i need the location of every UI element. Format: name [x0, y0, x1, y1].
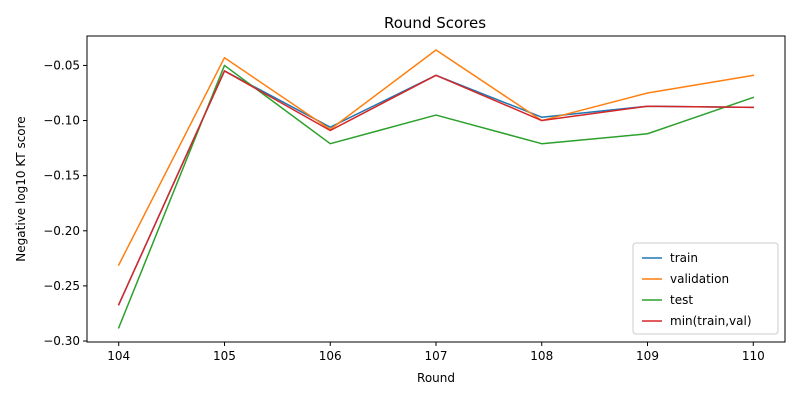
- x-tick-label: 105: [213, 349, 236, 363]
- y-tick-label: −0.05: [43, 58, 80, 72]
- plot-area: [117, 49, 755, 329]
- legend: train validation test min(train,val): [632, 242, 779, 335]
- y-tick-label: −0.10: [43, 114, 80, 128]
- legend-label: train: [670, 251, 698, 265]
- x-tick-label: 108: [530, 349, 553, 363]
- legend-box: [632, 242, 779, 335]
- x-tick-label: 104: [107, 349, 130, 363]
- y-axis-title: Negative log10 KT score: [14, 116, 28, 261]
- y-tick-label: −0.25: [43, 279, 80, 293]
- series-line-min-train-val: [117, 70, 755, 306]
- x-axis: 104 105 106 107 108 109 110: [107, 342, 765, 363]
- y-tick-label: −0.30: [43, 334, 80, 348]
- chart-title: Round Scores: [384, 14, 486, 32]
- x-tick-label: 107: [425, 349, 448, 363]
- series-line-test: [117, 64, 755, 329]
- y-tick-label: −0.15: [43, 169, 80, 183]
- legend-label: test: [670, 293, 693, 307]
- legend-label: validation: [670, 272, 729, 286]
- x-tick-label: 110: [742, 349, 765, 363]
- x-tick-label: 106: [319, 349, 342, 363]
- legend-label: min(train,val): [670, 314, 752, 328]
- y-tick-label: −0.20: [43, 224, 80, 238]
- x-axis-title: Round: [417, 371, 455, 385]
- x-tick-label: 109: [636, 349, 659, 363]
- series-line-validation: [117, 49, 755, 266]
- y-axis: −0.05 −0.10 −0.15 −0.20 −0.25 −0.30: [43, 58, 87, 348]
